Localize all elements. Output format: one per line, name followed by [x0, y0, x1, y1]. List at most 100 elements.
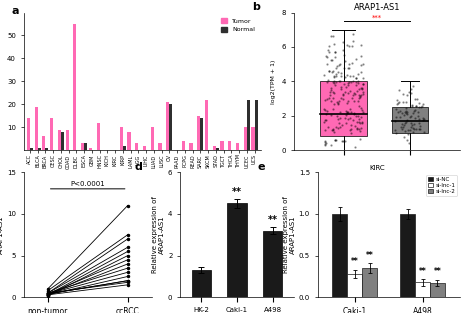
Bar: [89, 148, 92, 150]
Bar: [46, 148, 48, 150]
Point: [411, 96, 419, 101]
Point: [329, 69, 337, 74]
Point: [340, 66, 347, 71]
Point: [332, 124, 339, 129]
Y-axis label: log2(TPM + 1): log2(TPM + 1): [271, 59, 276, 104]
Bar: [84, 143, 87, 150]
Point: [357, 54, 365, 59]
Bar: [362, 268, 377, 297]
Point: [331, 138, 339, 143]
Point: [356, 93, 364, 98]
Point: [353, 82, 360, 87]
Point: [340, 40, 347, 45]
Point: [345, 61, 352, 66]
Point: [393, 102, 401, 107]
Point: [327, 113, 334, 118]
Bar: [37, 148, 41, 150]
Point: [403, 111, 410, 116]
Point: [339, 96, 346, 101]
Point: [357, 43, 365, 48]
Point: [337, 139, 345, 144]
Text: ***: ***: [372, 14, 382, 20]
Point: [409, 129, 417, 134]
Point: [392, 131, 400, 136]
Point: [353, 114, 360, 119]
Point: [337, 87, 345, 92]
Point: [407, 90, 415, 95]
Title: ARAP1-AS1: ARAP1-AS1: [354, 3, 400, 12]
Point: [331, 138, 339, 143]
Point: [353, 126, 361, 131]
Point: [400, 100, 407, 105]
Point: [333, 73, 340, 78]
Point: [329, 126, 337, 131]
Point: [353, 119, 361, 124]
Point: [357, 85, 365, 90]
Point: [329, 107, 337, 112]
Point: [356, 95, 364, 100]
Point: [351, 112, 358, 117]
Point: [341, 59, 348, 64]
Point: [357, 70, 365, 75]
Point: [325, 69, 333, 74]
Point: [408, 122, 416, 127]
Point: [344, 110, 351, 115]
Point: [334, 69, 342, 74]
Point: [403, 137, 411, 142]
Point: [345, 44, 353, 49]
Point: [349, 118, 356, 123]
Point: [325, 47, 332, 52]
Point: [344, 83, 351, 88]
Bar: [143, 146, 146, 150]
Point: [347, 123, 355, 128]
Point: [355, 120, 362, 125]
Bar: [50, 118, 53, 150]
Point: [336, 125, 344, 130]
Point: [344, 73, 351, 78]
Point: [327, 143, 335, 148]
Point: [334, 126, 341, 131]
Point: [352, 75, 359, 80]
Point: [326, 95, 333, 100]
Point: [328, 33, 335, 38]
Point: [356, 104, 363, 109]
Point: [356, 129, 364, 134]
Bar: [81, 143, 84, 150]
Point: [353, 88, 361, 93]
Point: [330, 74, 337, 79]
Point: [418, 103, 426, 108]
Point: [344, 66, 352, 71]
Point: [405, 127, 412, 132]
Point: [404, 131, 412, 136]
Point: [360, 76, 367, 81]
Point: [321, 108, 329, 113]
Point: [410, 126, 418, 131]
Point: [355, 78, 362, 83]
Point: [394, 109, 402, 114]
Legend: Tumor, Normal: Tumor, Normal: [219, 16, 257, 35]
Point: [347, 127, 355, 132]
Point: [330, 91, 337, 96]
Point: [344, 110, 351, 115]
Point: [331, 54, 338, 59]
Point: [328, 127, 336, 132]
Point: [351, 99, 358, 104]
Point: [401, 110, 409, 115]
Bar: [251, 127, 255, 150]
Point: [325, 49, 333, 54]
Bar: [247, 100, 250, 150]
Point: [327, 57, 335, 62]
Point: [409, 102, 416, 107]
Point: [321, 98, 328, 103]
Point: [395, 87, 402, 92]
Legend: si-NC, si-lnc-1, si-lnc-2: si-NC, si-lnc-1, si-lnc-2: [426, 175, 457, 196]
Point: [349, 74, 357, 79]
Point: [354, 99, 362, 104]
Point: [407, 121, 414, 126]
Bar: [236, 143, 239, 150]
Point: [329, 34, 337, 39]
Point: [332, 65, 339, 70]
Point: [360, 81, 367, 86]
Point: [330, 101, 338, 106]
Point: [342, 75, 349, 80]
